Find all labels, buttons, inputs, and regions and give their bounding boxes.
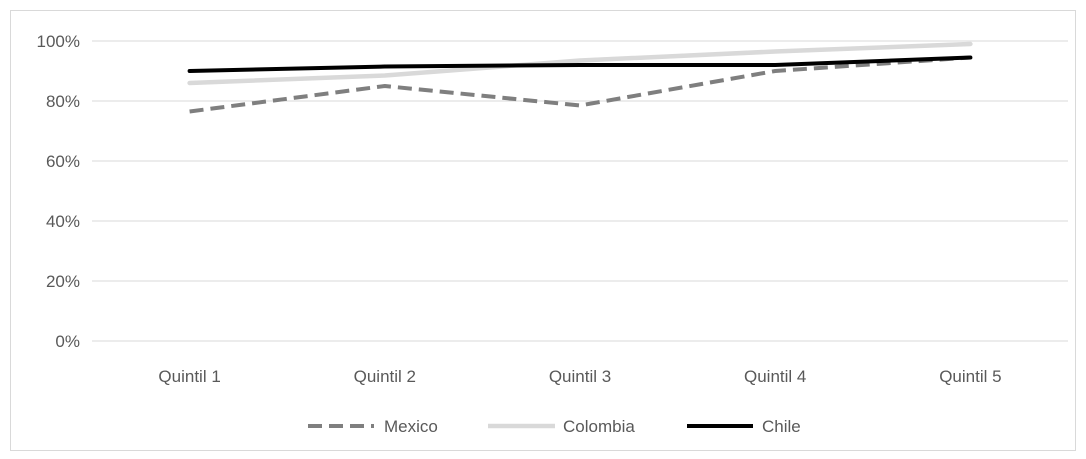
y-tick-label: 80% xyxy=(46,92,80,111)
legend-label-chile: Chile xyxy=(762,417,801,436)
y-tick-label: 100% xyxy=(37,32,80,51)
x-tick-label: Quintil 4 xyxy=(744,367,806,386)
x-tick-label: Quintil 1 xyxy=(158,367,220,386)
x-tick-label: Quintil 2 xyxy=(354,367,416,386)
x-axis-ticks: Quintil 1 Quintil 2 Quintil 3 Quintil 4 Quin… xyxy=(158,367,1001,386)
series-lines xyxy=(187,41,973,114)
legend: Mexico Colombia Chile xyxy=(308,417,801,436)
y-tick-label: 40% xyxy=(46,212,80,231)
legend-label-mexico: Mexico xyxy=(384,417,438,436)
y-tick-label: 0% xyxy=(55,332,80,351)
y-tick-label: 20% xyxy=(46,272,80,291)
legend-label-colombia: Colombia xyxy=(563,417,635,436)
y-axis-ticks: 0% 20% 40% 60% 80% 100% xyxy=(37,32,80,351)
y-tick-label: 60% xyxy=(46,152,80,171)
x-tick-label: Quintil 3 xyxy=(549,367,611,386)
series-line-mexico xyxy=(189,55,971,114)
x-tick-label: Quintil 5 xyxy=(939,367,1001,386)
